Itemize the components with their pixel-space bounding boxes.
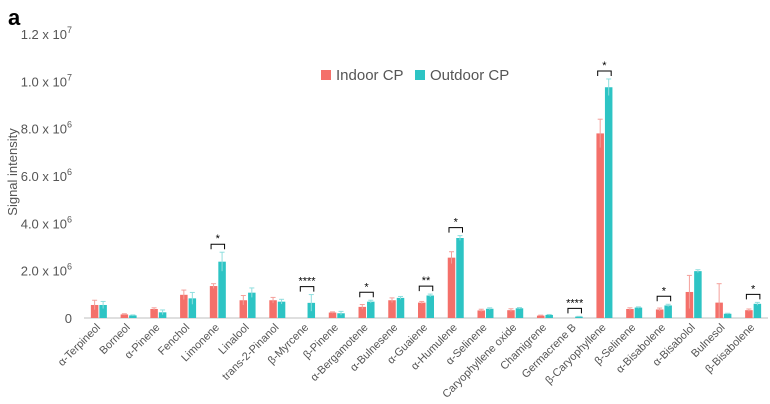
bar-outdoor-21 — [723, 313, 732, 318]
bar-indoor-17 — [596, 133, 604, 318]
bar-indoor-15 — [536, 315, 545, 318]
bar-indoor-2 — [150, 309, 158, 318]
bar-outdoor-8 — [337, 313, 345, 318]
bar-outdoor-3 — [188, 298, 197, 318]
y-axis: 0 2.0 x 106 4.0 x 106 6.0 x 106 8.0 x 106 1.0… — [21, 25, 72, 326]
bar-outdoor-19 — [664, 305, 672, 318]
bar-outdoor-20 — [694, 271, 702, 318]
y-tick-exponent: 7 — [67, 72, 72, 82]
bar-indoor-11 — [418, 302, 426, 318]
bar-outdoor-18 — [634, 307, 643, 318]
significance-label: **** — [298, 276, 316, 288]
significance-bracket — [418, 285, 434, 292]
bar-outdoor-2 — [158, 312, 167, 318]
bar-outdoor-0 — [99, 304, 107, 318]
y-tick-exponent: 6 — [67, 262, 72, 272]
bar-indoor-19 — [655, 309, 664, 318]
significance-label: * — [602, 60, 607, 72]
bar-indoor-22 — [745, 310, 753, 318]
bar-outdoor-13 — [485, 308, 494, 318]
x-axis: α-TerpineolBorneolα-PineneFencholLimonen… — [56, 322, 757, 401]
significance-bracket — [359, 291, 374, 298]
bar-indoor-13 — [477, 310, 485, 318]
bar-indoor-5 — [239, 300, 248, 318]
significance-label: ** — [422, 275, 431, 287]
y-tick-label: 1.0 x 107 — [21, 72, 72, 89]
panel-label: a — [8, 5, 21, 30]
bar-indoor-3 — [180, 294, 188, 318]
significance-group: ***** ********** * — [210, 60, 761, 314]
bar-indoor-8 — [328, 312, 337, 318]
bar-indoor-4 — [209, 286, 218, 318]
significance-label: * — [662, 285, 667, 297]
y-tick-label: 1.2 x 107 — [21, 25, 72, 42]
significance-label: **** — [566, 297, 584, 309]
bar-indoor-18 — [626, 309, 634, 318]
significance-bracket — [597, 70, 612, 76]
y-tick-label: 6.0 x 106 — [21, 167, 72, 184]
bar-outdoor-17 — [604, 87, 613, 318]
significance-bracket — [745, 293, 761, 300]
bar-outdoor-22 — [753, 303, 762, 318]
significance-label: * — [454, 217, 459, 229]
y-axis-title: Signal intensity — [5, 128, 20, 216]
significance-bracket — [567, 307, 582, 314]
bar-indoor-10 — [388, 300, 396, 318]
legend: Indoor CP Outdoor CP — [321, 67, 509, 84]
y-tick-exponent: 6 — [67, 214, 72, 224]
bar-indoor-14 — [507, 310, 515, 318]
bar-outdoor-4 — [218, 261, 226, 318]
y-tick-label: 8.0 x 106 — [21, 120, 72, 137]
bar-indoor-0 — [90, 304, 99, 318]
y-tick-exponent: 6 — [67, 167, 72, 177]
bar-outdoor-11 — [426, 295, 434, 318]
bar-indoor-6 — [269, 300, 277, 318]
bar-outdoor-12 — [456, 238, 464, 318]
significance-bracket — [210, 243, 226, 250]
legend-swatch-outdoor — [415, 70, 425, 80]
bar-indoor-1 — [120, 314, 129, 318]
bar-outdoor-15 — [545, 314, 553, 318]
y-tick-label: 0 — [65, 311, 72, 326]
significance-bracket — [656, 295, 672, 302]
bar-outdoor-6 — [277, 301, 286, 318]
significance-label: * — [216, 233, 221, 245]
bar-outdoor-14 — [515, 308, 524, 318]
error-bars-group — [92, 78, 760, 318]
significance-label: * — [751, 283, 756, 295]
bar-outdoor-10 — [396, 297, 405, 318]
y-tick-exponent: 6 — [67, 120, 72, 130]
bar-outdoor-1 — [129, 315, 137, 318]
y-tick-exponent: 7 — [67, 25, 72, 35]
bar-indoor-9 — [358, 306, 367, 318]
significance-bracket — [448, 227, 463, 233]
y-tick-label: 2.0 x 106 — [21, 262, 72, 279]
bar-outdoor-5 — [248, 292, 256, 318]
y-tick-label: 4.0 x 106 — [21, 214, 72, 231]
bar-outdoor-16 — [575, 316, 583, 318]
legend-label-indoor: Indoor CP — [336, 67, 404, 84]
bar-indoor-12 — [447, 257, 456, 318]
significance-bracket — [299, 286, 315, 292]
legend-swatch-indoor — [321, 70, 331, 80]
significance-label: * — [364, 281, 369, 293]
x-tick-label: α-Terpineol — [56, 322, 103, 369]
bar-outdoor-9 — [367, 301, 375, 318]
legend-label-outdoor: Outdoor CP — [430, 67, 509, 84]
